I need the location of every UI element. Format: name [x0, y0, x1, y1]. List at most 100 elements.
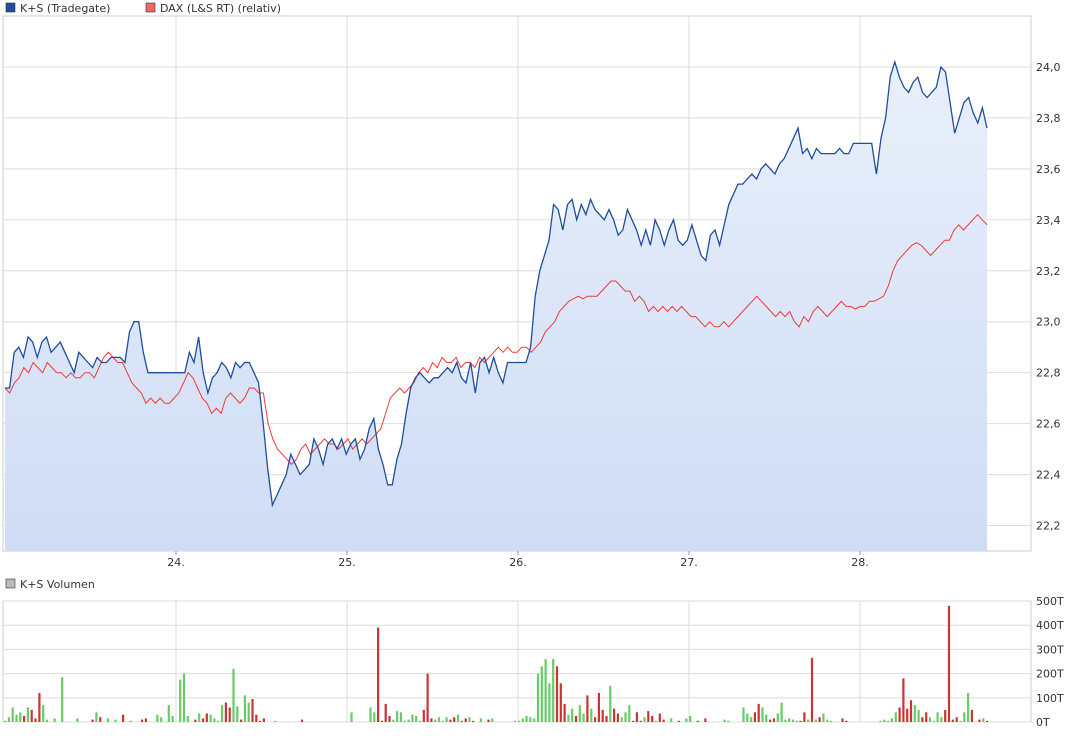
- volume-bar: [883, 719, 886, 722]
- volume-bar: [525, 716, 528, 722]
- price-y-tick-label: 22,6: [1036, 418, 1061, 431]
- volume-bar: [186, 716, 189, 722]
- volume-bar: [670, 718, 673, 722]
- volume-bar: [449, 719, 452, 722]
- volume-bar: [772, 718, 776, 722]
- volume-y-tick-label: 400T: [1036, 619, 1064, 632]
- volume-bar: [723, 719, 726, 722]
- volume-bar: [377, 627, 380, 722]
- volume-bar: [247, 702, 250, 722]
- volume-bar: [7, 717, 10, 722]
- price-y-tick-label: 23,2: [1036, 265, 1061, 278]
- volume-bar: [232, 668, 235, 722]
- volume-bar: [597, 693, 600, 722]
- volume-bar: [430, 718, 433, 722]
- volume-bar: [951, 719, 954, 722]
- volume-bar: [963, 712, 966, 722]
- volume-y-tick-label: 100T: [1036, 692, 1064, 705]
- volume-bar: [224, 702, 227, 722]
- volume-bar: [209, 714, 212, 722]
- volume-bar: [122, 714, 125, 722]
- volume-bar: [384, 703, 387, 722]
- volume-bar: [399, 712, 402, 722]
- volume-bar: [704, 718, 707, 722]
- volume-bar: [228, 707, 231, 722]
- volume-bar: [563, 703, 566, 722]
- volume-bar: [932, 720, 935, 722]
- volume-bar: [609, 685, 612, 722]
- volume-bar: [685, 718, 688, 722]
- price-y-tick-label: 23,4: [1036, 214, 1061, 227]
- volume-bar: [757, 703, 760, 722]
- volume-bar: [441, 720, 444, 722]
- volume-bar: [970, 709, 973, 722]
- volume-bar: [407, 719, 410, 722]
- volume-bar: [529, 717, 532, 722]
- volume-bar: [807, 719, 810, 722]
- price-y-tick-label: 22,4: [1036, 469, 1061, 482]
- volume-bar: [791, 719, 795, 722]
- volume-bar: [784, 719, 787, 722]
- volume-bar: [262, 718, 265, 722]
- volume-bar: [240, 719, 243, 722]
- volume-bar: [925, 712, 928, 722]
- volume-bar: [23, 716, 26, 722]
- volume-bar: [616, 713, 619, 722]
- volume-bar: [76, 718, 79, 722]
- legend-swatch-dax: [145, 2, 156, 13]
- volume-bar: [34, 718, 37, 722]
- volume-bar: [95, 712, 98, 722]
- legend-label-volume: K+S Volumen: [20, 578, 95, 591]
- volume-bar: [601, 709, 604, 722]
- volume-bar: [890, 718, 893, 722]
- volume-bar: [422, 709, 425, 722]
- volume-bar: [544, 659, 547, 722]
- volume-bar: [841, 718, 844, 722]
- volume-bar: [761, 707, 764, 722]
- volume-bar: [727, 720, 730, 722]
- volume-bar: [780, 702, 783, 722]
- volume-bar: [536, 673, 540, 722]
- volume-bar: [967, 693, 970, 722]
- volume-bar: [647, 711, 650, 722]
- volume-bar: [42, 705, 45, 722]
- volume-bar: [742, 707, 745, 722]
- price-x-ticks: 24. 25. 26. 27. 28.: [167, 551, 869, 569]
- volume-bar: [369, 707, 372, 722]
- volume-bar: [91, 719, 94, 722]
- volume-bar: [769, 719, 772, 722]
- volume-bar: [114, 719, 117, 722]
- volume-bar: [947, 605, 951, 722]
- volume-bar: [978, 719, 981, 722]
- price-y-tick-label: 23,8: [1036, 112, 1061, 125]
- volume-y-tick-label: 200T: [1036, 668, 1064, 681]
- volume-bar: [30, 709, 33, 722]
- volume-bar: [274, 720, 277, 722]
- volume-bar: [571, 708, 574, 722]
- volume-bar: [514, 720, 517, 722]
- volume-bar: [388, 716, 391, 722]
- volume-bar: [182, 673, 186, 722]
- price-x-tick-label: 27.: [680, 556, 698, 569]
- volume-bar: [548, 683, 551, 722]
- volume-bar: [628, 705, 631, 722]
- volume-bar: [45, 719, 49, 722]
- volume-bar: [677, 720, 680, 722]
- volume-bar: [765, 714, 768, 722]
- volume-y-ticks: 0T 100T 200T 300T 400T 500T: [1036, 595, 1064, 729]
- volume-bar: [221, 705, 224, 722]
- volume-bar: [944, 709, 947, 722]
- volume-bar: [917, 709, 920, 722]
- volume-bar: [4, 720, 7, 722]
- volume-bar: [803, 712, 806, 722]
- volume-bar: [167, 705, 170, 722]
- volume-bar: [205, 713, 208, 722]
- volume-bar: [517, 720, 520, 722]
- volume-bar: [795, 720, 798, 722]
- volume-bar: [654, 720, 658, 722]
- volume-bar: [982, 718, 985, 722]
- price-y-ticks: 22,2 22,4 22,6 22,8 23,0 23,2 23,4 23,6 23,8 24,0: [1036, 61, 1061, 533]
- volume-bar: [632, 720, 635, 722]
- volume-bar: [255, 714, 258, 722]
- legend-volume: K+S Volumen: [5, 578, 95, 591]
